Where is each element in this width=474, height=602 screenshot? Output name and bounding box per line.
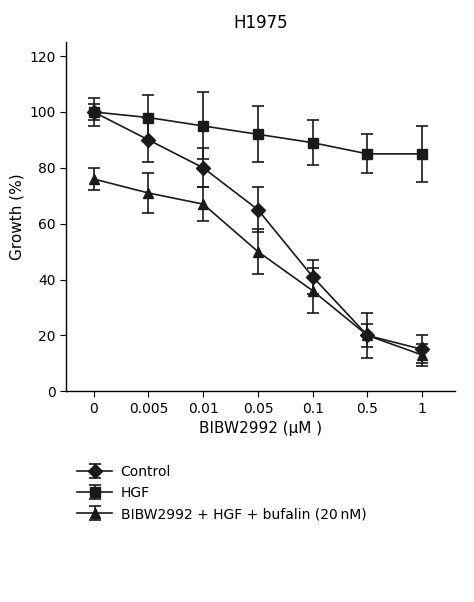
- X-axis label: BIBW2992 (μM ): BIBW2992 (μM ): [199, 421, 322, 436]
- Title: H1975: H1975: [233, 14, 288, 33]
- Y-axis label: Growth (%): Growth (%): [9, 173, 24, 260]
- Legend: Control, HGF, BIBW2992 + HGF + bufalin (20 nM): Control, HGF, BIBW2992 + HGF + bufalin (…: [73, 461, 370, 526]
